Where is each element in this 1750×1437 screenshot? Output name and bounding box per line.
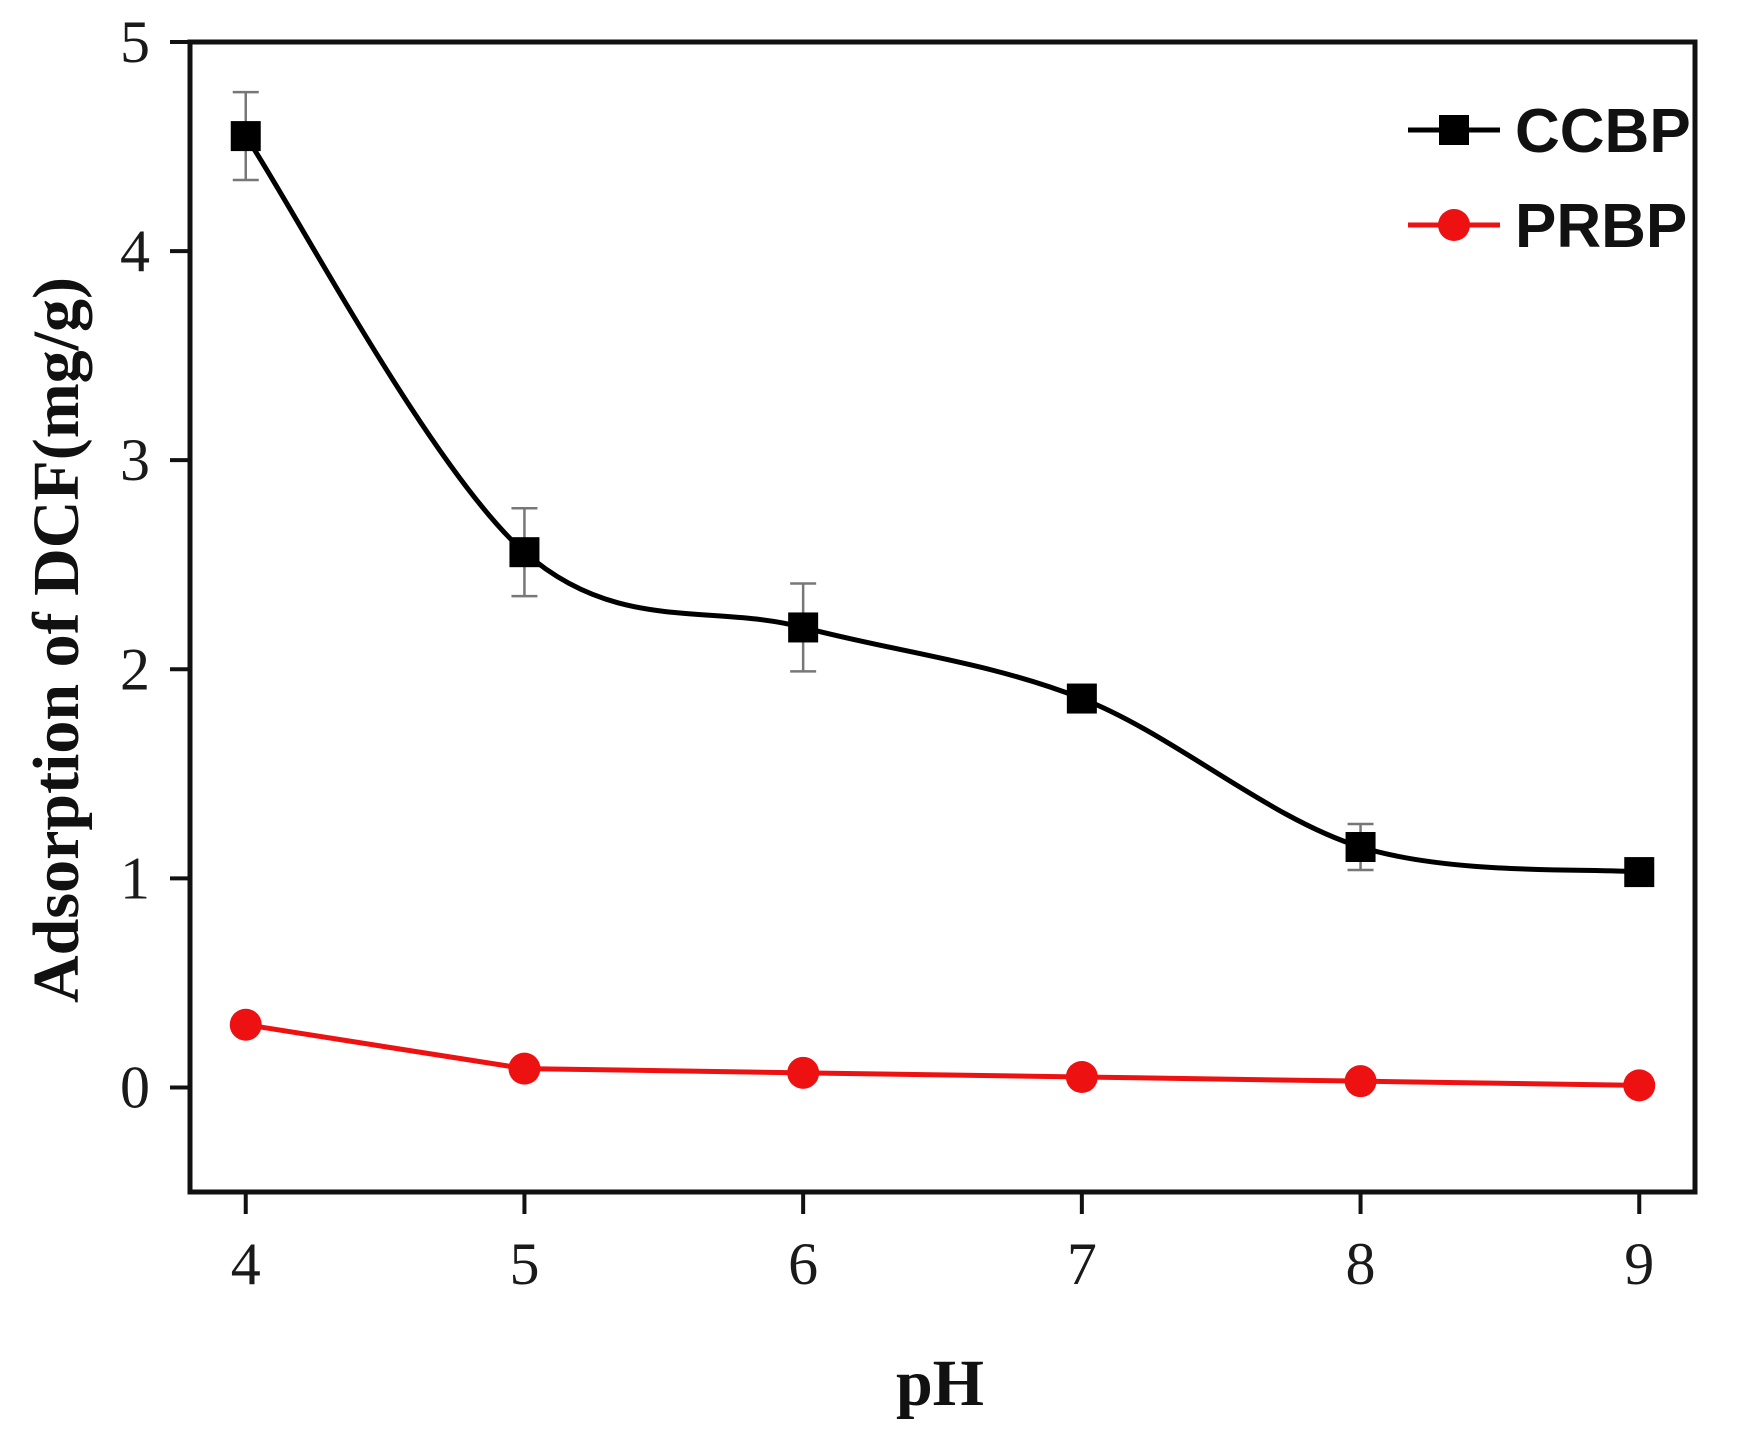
series-prbp (229, 1008, 1656, 1102)
legend-label-prbp: PRBP (1515, 192, 1687, 261)
axis-ticks (170, 40, 1642, 1214)
y-tick-label: 3 (120, 427, 150, 493)
data-point-ccbp (509, 537, 540, 568)
data-point-prbp (1623, 1069, 1656, 1102)
data-point-prbp (508, 1052, 541, 1085)
x-tick-label: 6 (788, 1231, 818, 1297)
data-point-prbp (1065, 1061, 1098, 1093)
legend-marker (1438, 209, 1470, 241)
series-line-prbp (245, 1022, 1640, 1088)
legend: CCBP PRBP (1408, 97, 1691, 261)
data-point-prbp (229, 1008, 262, 1041)
x-tick-label: 8 (1346, 1231, 1376, 1297)
data-point-ccbp (1066, 683, 1097, 714)
legend-item-ccbp: CCBP (1408, 97, 1691, 166)
y-tick-label: 1 (120, 845, 150, 911)
y-tick-label: 4 (120, 218, 150, 284)
legend-label-ccbp: CCBP (1515, 97, 1691, 166)
y-tick-label: 2 (120, 636, 150, 702)
x-tick-label: 9 (1624, 1231, 1654, 1297)
data-point-prbp (787, 1056, 820, 1089)
y-axis-title: Adsorption of DCF(mg/g) (20, 277, 93, 1003)
x-axis-title: pH (896, 1347, 984, 1420)
y-tick-label: 0 (120, 1054, 150, 1120)
series-line-ccbp (243, 134, 1640, 875)
x-tick-label: 7 (1067, 1231, 1097, 1297)
data-point-ccbp (788, 612, 819, 643)
plot-frame (187, 39, 1698, 1195)
y-tick-label: 5 (120, 9, 150, 75)
x-tick-label: 5 (509, 1231, 539, 1297)
legend-marker (1439, 115, 1469, 145)
x-axis-tick-labels: 4 5 6 7 8 9 (231, 1231, 1655, 1297)
data-point-prbp (1344, 1065, 1377, 1098)
series-ccbp (230, 90, 1655, 888)
legend-item-prbp: PRBP (1408, 192, 1687, 261)
y-axis-tick-labels: 0 1 2 3 4 5 (120, 9, 150, 1120)
data-point-ccbp (230, 121, 261, 152)
data-point-ccbp (1624, 857, 1655, 888)
x-tick-label: 4 (231, 1231, 261, 1297)
data-point-ccbp (1345, 832, 1376, 862)
series-layer (229, 90, 1656, 1102)
